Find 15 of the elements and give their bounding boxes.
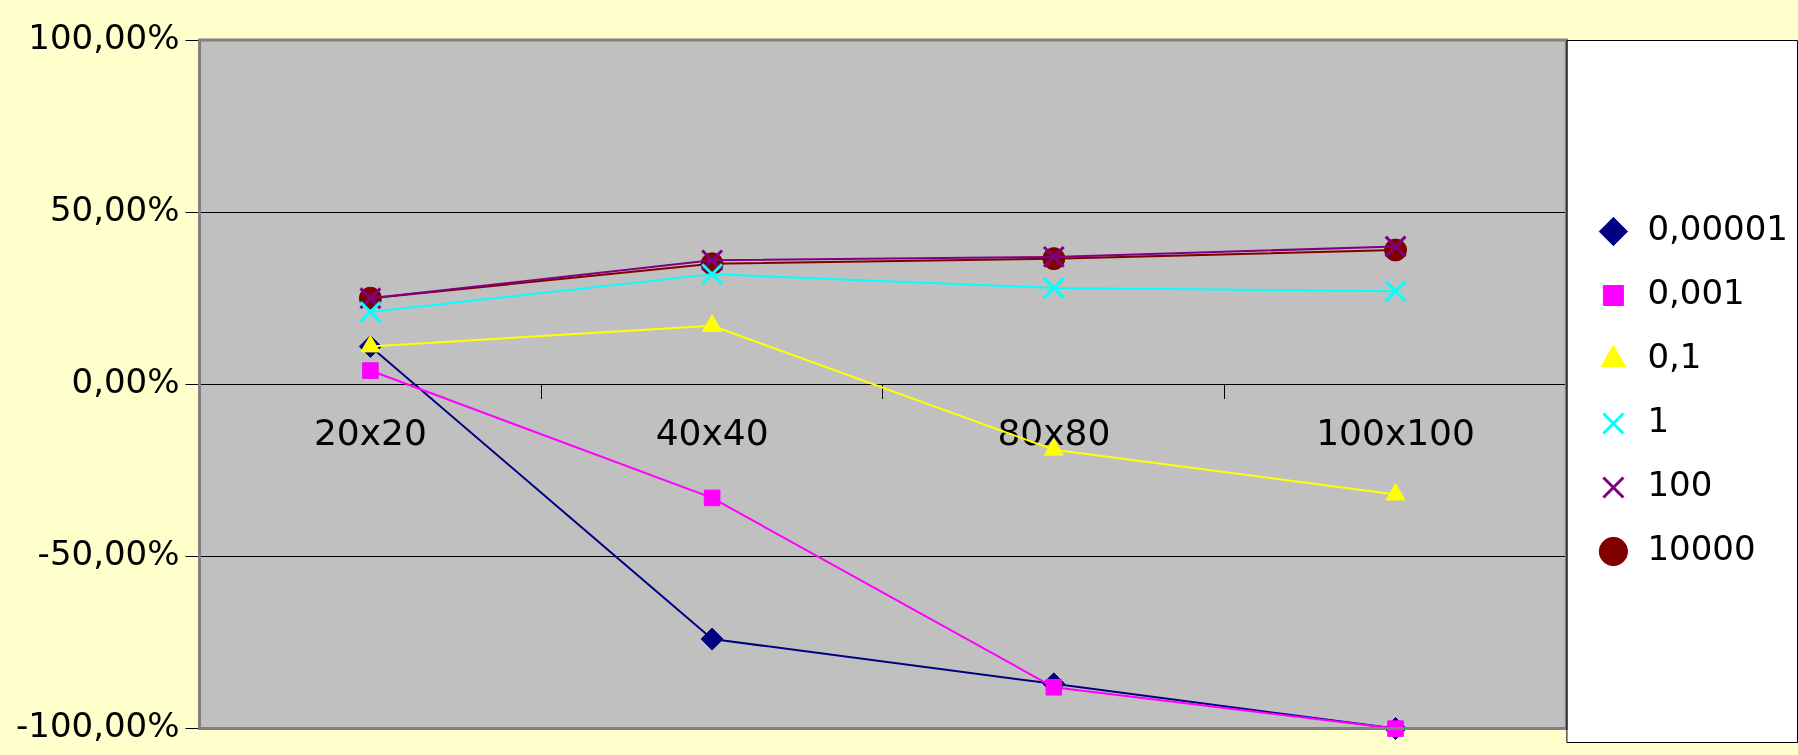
y-tick-label: 0,00% [71, 361, 180, 402]
x-tick-label: 100x100 [1316, 412, 1475, 454]
legend-label: 0,1 [1647, 336, 1702, 377]
y-tick-label: 50,00% [49, 188, 180, 229]
x-tick-label: 80x80 [997, 412, 1111, 454]
legend-label: 0,00001 [1647, 208, 1789, 249]
y-tick-label: 100,00% [28, 16, 180, 57]
legend-label: 100 [1647, 464, 1713, 505]
y-tick-label: -50,00% [37, 533, 180, 574]
legend-label: 10000 [1647, 528, 1756, 569]
x-tick-label: 20x20 [313, 412, 427, 454]
legend-label: 0,001 [1647, 272, 1745, 313]
legend-label: 1 [1647, 400, 1670, 441]
y-tick-label: -100,00% [16, 705, 180, 746]
x-tick-label: 40x40 [655, 412, 769, 454]
